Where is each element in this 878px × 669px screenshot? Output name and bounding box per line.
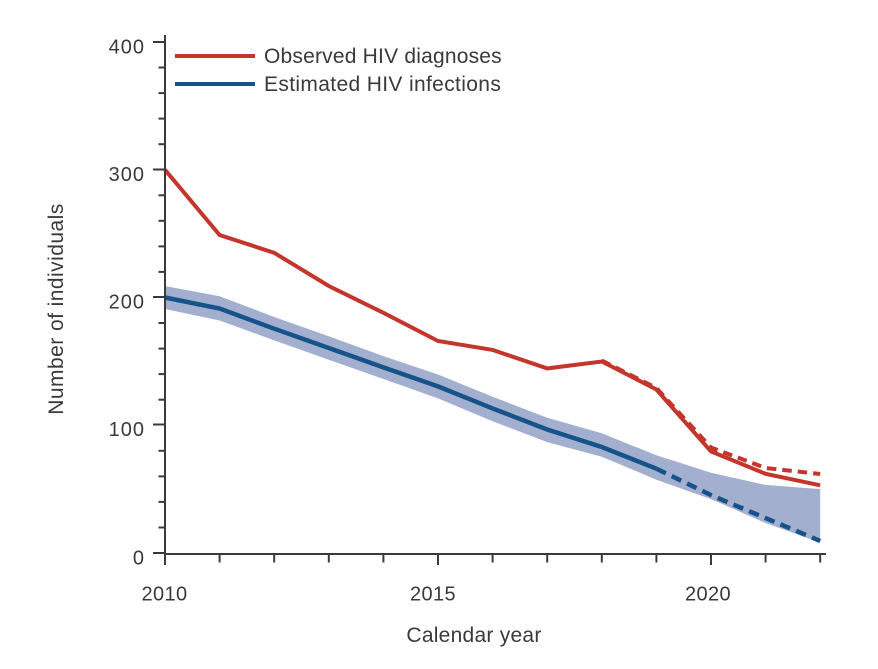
svg-text:400: 400 (109, 36, 145, 58)
svg-text:2015: 2015 (410, 584, 456, 606)
svg-text:Estimated HIV infections: Estimated HIV infections (264, 73, 501, 96)
svg-text:Calendar year: Calendar year (406, 624, 541, 647)
svg-text:2010: 2010 (141, 584, 187, 606)
svg-text:2020: 2020 (685, 584, 731, 606)
svg-text:200: 200 (109, 291, 145, 313)
svg-text:100: 100 (109, 419, 145, 441)
svg-text:Number of individuals: Number of individuals (45, 203, 68, 414)
svg-text:300: 300 (109, 164, 145, 186)
svg-text:Observed HIV diagnoses: Observed HIV diagnoses (264, 45, 502, 68)
svg-text:0: 0 (133, 547, 145, 569)
